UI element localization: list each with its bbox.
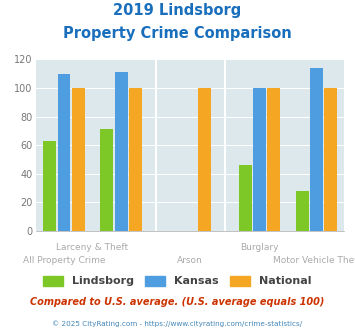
Bar — [129, 88, 142, 231]
Bar — [58, 74, 70, 231]
Bar — [100, 129, 113, 231]
Text: Property Crime Comparison: Property Crime Comparison — [63, 26, 292, 41]
Bar — [296, 191, 309, 231]
Text: © 2025 CityRating.com - https://www.cityrating.com/crime-statistics/: © 2025 CityRating.com - https://www.city… — [53, 320, 302, 327]
Bar — [324, 88, 337, 231]
Bar — [72, 88, 85, 231]
Bar — [198, 88, 211, 231]
Bar — [43, 141, 56, 231]
Bar — [267, 88, 280, 231]
Bar — [253, 88, 266, 231]
Bar — [239, 165, 252, 231]
Text: All Property Crime: All Property Crime — [23, 256, 105, 265]
Text: Larceny & Theft: Larceny & Theft — [56, 243, 129, 251]
Bar — [115, 72, 127, 231]
Bar — [310, 68, 323, 231]
Text: Burglary: Burglary — [240, 243, 279, 251]
Text: Motor Vehicle Theft: Motor Vehicle Theft — [273, 256, 355, 265]
Text: 2019 Lindsborg: 2019 Lindsborg — [113, 3, 242, 18]
Legend: Lindsborg, Kansas, National: Lindsborg, Kansas, National — [39, 271, 316, 291]
Text: Arson: Arson — [178, 256, 203, 265]
Text: Compared to U.S. average. (U.S. average equals 100): Compared to U.S. average. (U.S. average … — [30, 297, 325, 307]
